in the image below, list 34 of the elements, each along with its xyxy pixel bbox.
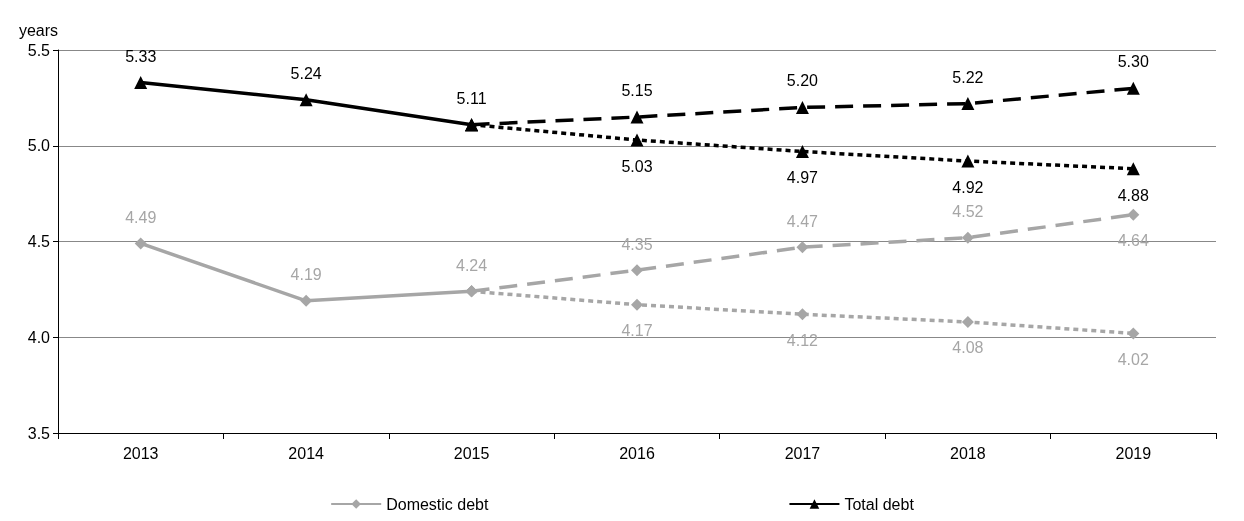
y-tick-label: 3.5	[27, 424, 51, 442]
data-label: 5.11	[456, 89, 487, 107]
data-label: 4.88	[1117, 186, 1149, 204]
data-label: 4.47	[786, 212, 819, 230]
y-tick-label: 5.5	[27, 41, 51, 59]
data-label: 5.03	[621, 158, 653, 176]
data-label: 4.19	[290, 266, 322, 284]
legend-label: Domestic debt	[386, 495, 489, 513]
data-label: 4.02	[1117, 350, 1149, 368]
x-tick-label: 2014	[288, 444, 325, 462]
y-axis-title: years	[18, 21, 58, 39]
data-label: 5.20	[786, 72, 819, 90]
y-tick-label: 5.0	[27, 137, 51, 155]
data-label: 4.49	[125, 208, 157, 226]
data-label: 5.30	[1117, 53, 1149, 71]
data-label: 4.17	[621, 322, 653, 340]
y-tick-label: 4.0	[27, 328, 51, 346]
x-tick-label: 2016	[619, 444, 655, 462]
x-tick-label: 2013	[122, 444, 159, 462]
legend-label: Total debt	[844, 495, 915, 513]
x-tick-label: 2017	[784, 444, 821, 462]
data-label: 4.52	[952, 203, 984, 221]
x-tick-label: 2019	[1115, 444, 1152, 462]
data-label: 5.33	[125, 47, 157, 65]
x-tick-label: 2018	[950, 444, 986, 462]
data-label: 4.08	[952, 339, 984, 357]
data-label: 5.24	[290, 64, 322, 82]
data-label: 5.15	[621, 82, 653, 100]
data-label: 5.22	[952, 68, 984, 86]
data-label: 4.92	[952, 179, 984, 197]
data-label: 4.97	[786, 169, 819, 187]
y-tick-label: 4.5	[27, 233, 51, 250]
x-tick-label: 2015	[453, 444, 490, 462]
data-label: 4.24	[456, 256, 488, 274]
